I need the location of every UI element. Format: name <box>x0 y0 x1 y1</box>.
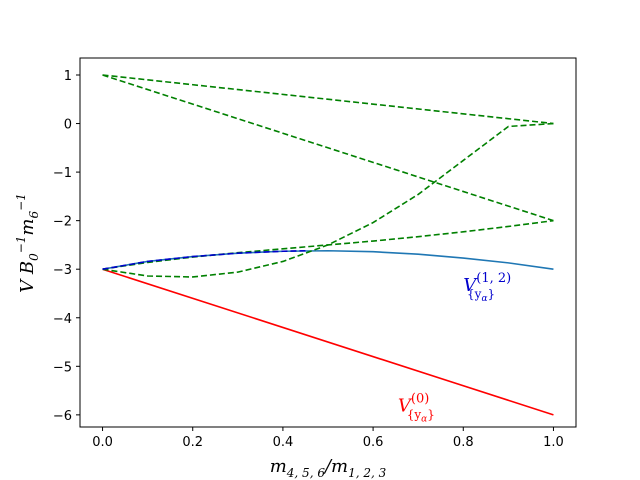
y-tick-label: 1 <box>64 69 72 84</box>
x-tick-label: 0.4 <box>273 435 294 450</box>
y-axis-label-sub6: 6 <box>27 210 41 218</box>
ticks-layer: 0.0 0.2 0.4 0.6 0.8 1.0 1 0 −1 −2 −3 −4 −5 −6 <box>53 69 564 450</box>
series-line-2 <box>102 74 554 125</box>
series-line-1 <box>102 268 554 416</box>
y-tick-label: −3 <box>53 263 72 278</box>
x-axis-label-sub1: 4, 5, 6 <box>286 466 326 480</box>
series-line-5 <box>102 219 554 270</box>
y-axis-label-sup1: −1 <box>14 236 28 254</box>
annotations-layer: V(1, 2) {yα} V(0) {yα} <box>398 271 511 424</box>
annotation-0: V(1, 2) {yα} <box>463 271 511 304</box>
x-tick-label: 0.2 <box>182 435 203 450</box>
series-line-4 <box>102 122 554 278</box>
x-tick-label: 0.6 <box>363 435 384 450</box>
x-tick-label: 1.0 <box>543 435 564 450</box>
y-tick-label: −2 <box>53 215 72 230</box>
x-axis-label-sub2: 1, 2, 3 <box>348 466 387 480</box>
x-axis-label-slash: /m <box>323 456 348 477</box>
series-layer <box>102 74 554 416</box>
y-tick-label: −1 <box>53 166 72 181</box>
y-tick-label: −4 <box>53 312 72 327</box>
y-axis-label-m: m <box>17 218 38 235</box>
x-axis-label: m4, 5, 6/m1, 2, 3 <box>270 456 387 480</box>
y-tick-label: 0 <box>64 118 72 133</box>
x-tick-label: 0.0 <box>92 435 113 450</box>
y-axis-label: V B0−1m6−1 <box>14 193 41 293</box>
y-tick-label: −6 <box>53 409 72 424</box>
plot-frame <box>79 57 577 428</box>
series-line-6 <box>102 249 306 270</box>
y-axis-label-sup2: −1 <box>14 193 28 211</box>
y-tick-label: −5 <box>53 360 72 375</box>
y-axis-label-sub0: 0 <box>27 253 41 261</box>
series-line-3 <box>102 74 554 222</box>
annotation-1: V(0) {yα} <box>398 391 435 424</box>
x-tick-label: 0.8 <box>453 435 474 450</box>
